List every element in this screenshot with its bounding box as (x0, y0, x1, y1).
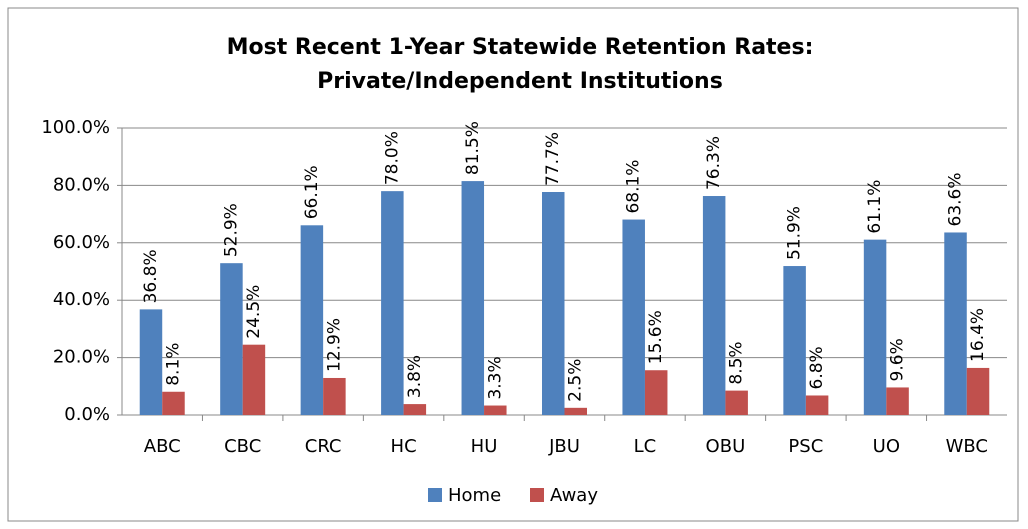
bar (300, 225, 324, 415)
chart-title: Private/Independent Institutions (317, 69, 723, 94)
bar (323, 377, 346, 415)
value-label: 12.9% (324, 318, 344, 372)
value-label: 76.3% (704, 136, 724, 190)
legend-label: Home (448, 485, 501, 506)
value-label: 68.1% (624, 160, 644, 214)
x-tick-label: LC (634, 436, 657, 457)
value-label: 81.5% (463, 121, 483, 175)
bar (702, 196, 726, 415)
bar (162, 391, 185, 415)
value-label: 78.0% (382, 131, 402, 185)
y-tick-label: 20.0% (53, 347, 110, 368)
bar (403, 404, 427, 415)
value-label: 77.7% (543, 132, 563, 186)
x-tick-label: OBU (706, 436, 746, 457)
y-tick-label: 100.0% (41, 117, 110, 138)
value-label: 66.1% (302, 165, 322, 219)
bar (886, 387, 909, 415)
bar (863, 239, 887, 415)
x-tick-label: PSC (788, 436, 823, 457)
legend-label: Away (550, 485, 598, 506)
bar (461, 181, 485, 415)
x-tick-label: CBC (224, 436, 261, 457)
value-label: 24.5% (244, 285, 264, 339)
value-label: 8.1% (163, 343, 183, 386)
x-tick-label: HC (391, 436, 417, 457)
bar (805, 395, 829, 415)
bar (542, 192, 565, 415)
value-label: 51.9% (785, 206, 805, 260)
value-label: 16.4% (968, 308, 988, 362)
bar (644, 370, 668, 415)
x-tick-label: HU (471, 436, 498, 457)
value-label: 63.6% (946, 172, 966, 226)
y-tick-label: 0.0% (64, 404, 110, 425)
value-label: 61.1% (865, 180, 885, 234)
value-label: 3.8% (405, 355, 425, 398)
bar (484, 405, 507, 415)
x-tick-label: WBC (946, 436, 988, 457)
legend-swatch (428, 488, 442, 502)
bar (966, 367, 990, 415)
y-tick-label: 80.0% (53, 174, 110, 195)
legend-swatch (530, 488, 544, 502)
x-tick-label: ABC (144, 436, 181, 457)
bar (564, 407, 587, 415)
bar (220, 263, 243, 415)
chart-title: Most Recent 1-Year Statewide Retention R… (227, 35, 814, 60)
x-tick-label: CRC (305, 436, 342, 457)
y-tick-label: 60.0% (53, 232, 110, 253)
bar (622, 219, 645, 415)
value-label: 15.6% (646, 310, 666, 364)
bar (381, 191, 404, 415)
x-tick-label: JBU (548, 436, 580, 457)
value-label: 3.3% (485, 356, 505, 399)
bar (783, 266, 806, 415)
value-label: 9.6% (888, 338, 908, 381)
bar (725, 390, 748, 415)
value-label: 52.9% (221, 203, 241, 257)
x-tick-label: UO (873, 436, 900, 457)
bar (242, 344, 266, 415)
value-label: 36.8% (141, 249, 161, 303)
y-tick-label: 40.0% (53, 289, 110, 310)
chart-border (7, 7, 1019, 522)
value-label: 2.5% (566, 359, 586, 402)
value-label: 8.5% (727, 341, 747, 384)
bar (139, 309, 163, 415)
value-label: 6.8% (807, 346, 827, 389)
bar (944, 232, 967, 415)
